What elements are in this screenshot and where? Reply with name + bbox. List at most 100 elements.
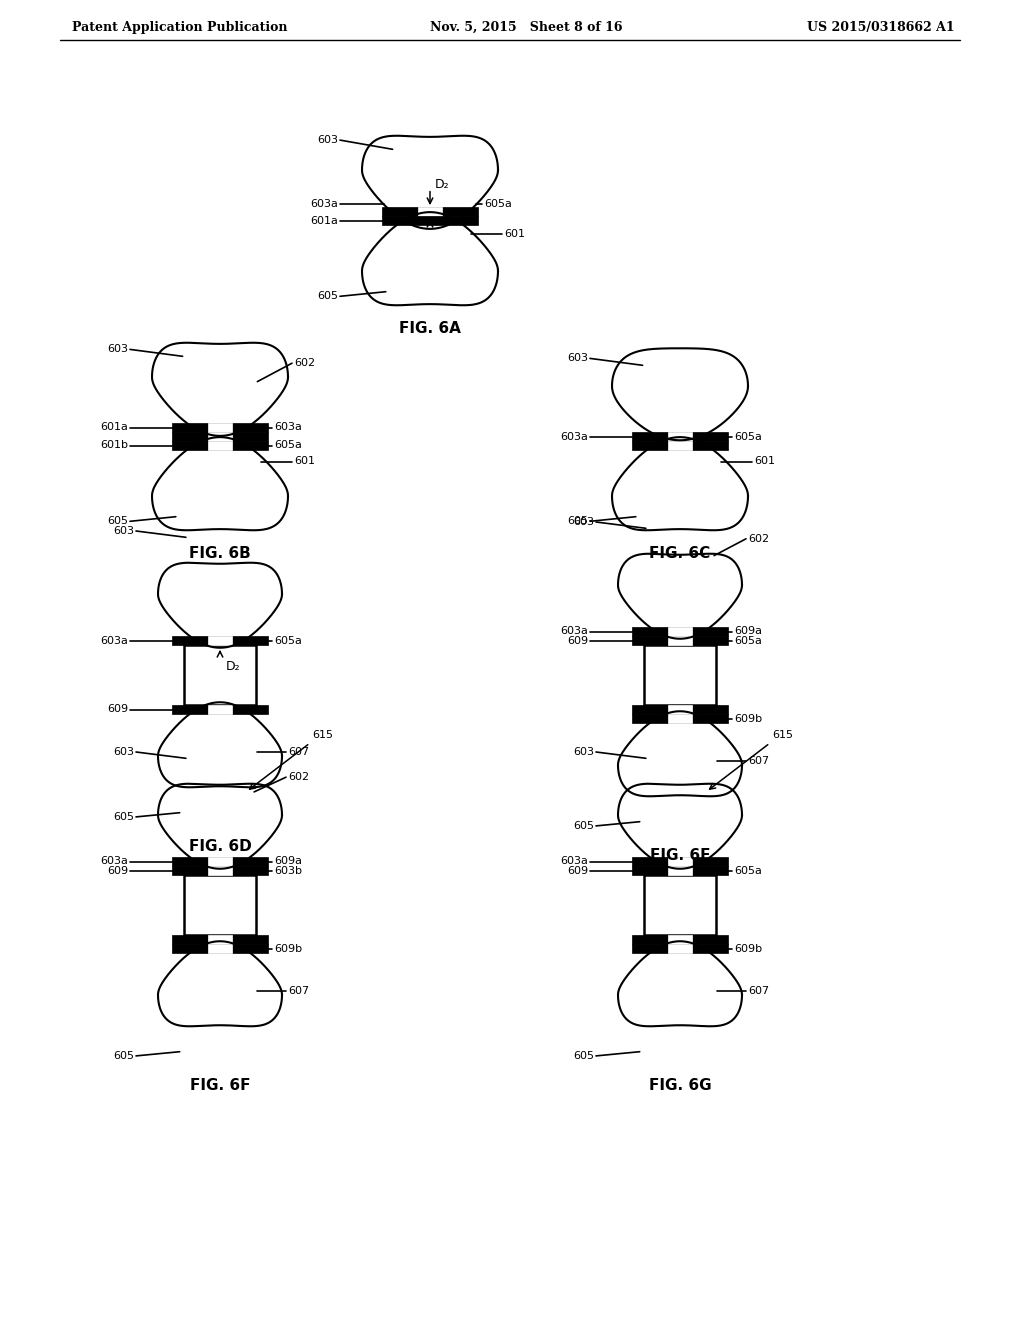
Text: 609b: 609b: [734, 714, 762, 723]
Text: 603a: 603a: [310, 199, 338, 209]
Bar: [632, 714, 728, 723]
Bar: [668, 627, 692, 636]
Text: 605a: 605a: [484, 199, 512, 209]
Bar: [632, 857, 728, 866]
Bar: [644, 645, 716, 705]
Text: D₂: D₂: [226, 660, 241, 672]
Text: 605: 605: [573, 821, 594, 830]
Text: 605: 605: [567, 516, 588, 527]
Text: FIG. 6D: FIG. 6D: [188, 838, 251, 854]
Bar: [208, 422, 232, 432]
Bar: [668, 935, 692, 944]
Bar: [172, 857, 268, 866]
Text: 601b: 601b: [100, 441, 128, 450]
Bar: [184, 875, 256, 935]
Text: 607: 607: [748, 756, 769, 766]
Bar: [172, 432, 268, 441]
Text: 605: 605: [317, 292, 338, 301]
Bar: [172, 866, 268, 875]
Text: 615: 615: [772, 730, 793, 741]
Text: 609a: 609a: [734, 627, 762, 636]
Text: 601: 601: [504, 230, 525, 239]
Bar: [208, 935, 232, 944]
Text: 605a: 605a: [734, 635, 762, 645]
Bar: [644, 875, 716, 935]
Text: 609a: 609a: [274, 857, 302, 866]
Text: FIG. 6B: FIG. 6B: [189, 546, 251, 561]
Text: 603a: 603a: [274, 422, 302, 433]
Text: 603: 603: [567, 354, 588, 363]
Bar: [668, 944, 692, 953]
Text: 609: 609: [567, 866, 588, 875]
Text: 607: 607: [288, 747, 309, 756]
Text: FIG. 6F: FIG. 6F: [189, 1078, 250, 1093]
Bar: [172, 422, 268, 432]
Bar: [632, 705, 728, 714]
Text: 603: 603: [573, 517, 594, 527]
Text: 609: 609: [106, 866, 128, 875]
Text: 609: 609: [106, 705, 128, 714]
Text: 603: 603: [113, 525, 134, 536]
Bar: [172, 441, 268, 450]
Bar: [632, 432, 728, 441]
Bar: [172, 944, 268, 953]
Bar: [632, 866, 728, 875]
Text: 602: 602: [748, 533, 769, 544]
Text: 603a: 603a: [100, 635, 128, 645]
Text: 601: 601: [754, 457, 775, 466]
Text: 605a: 605a: [274, 635, 302, 645]
Bar: [172, 636, 268, 645]
Text: Patent Application Publication: Patent Application Publication: [72, 21, 288, 33]
Bar: [632, 627, 728, 636]
Bar: [172, 935, 268, 944]
Text: FIG. 6G: FIG. 6G: [648, 1078, 712, 1093]
Bar: [208, 705, 232, 714]
Text: 609b: 609b: [734, 944, 762, 953]
Text: 603b: 603b: [274, 866, 302, 875]
Bar: [632, 944, 728, 953]
Bar: [418, 207, 442, 216]
Bar: [668, 441, 692, 450]
Bar: [208, 432, 232, 441]
Bar: [208, 866, 232, 875]
Text: 601a: 601a: [310, 215, 338, 226]
Bar: [632, 441, 728, 450]
Bar: [208, 944, 232, 953]
Text: 609b: 609b: [274, 944, 302, 953]
Bar: [172, 705, 268, 714]
Text: 605a: 605a: [734, 432, 762, 441]
Bar: [208, 636, 232, 645]
Bar: [668, 857, 692, 866]
Bar: [382, 216, 478, 224]
Text: 602: 602: [294, 358, 315, 368]
Bar: [208, 441, 232, 450]
Text: FIG. 6A: FIG. 6A: [399, 321, 461, 337]
Bar: [632, 636, 728, 645]
Text: FIG. 6C: FIG. 6C: [649, 546, 711, 561]
Bar: [668, 432, 692, 441]
Text: 607: 607: [288, 986, 309, 995]
Bar: [668, 705, 692, 714]
Bar: [668, 866, 692, 875]
Text: 607: 607: [748, 986, 769, 995]
Text: Nov. 5, 2015   Sheet 8 of 16: Nov. 5, 2015 Sheet 8 of 16: [430, 21, 623, 33]
Text: 603: 603: [317, 135, 338, 145]
Text: 605a: 605a: [734, 866, 762, 875]
Text: FIG. 6E: FIG. 6E: [650, 847, 711, 863]
Text: 605: 605: [113, 1051, 134, 1061]
Text: 609: 609: [567, 635, 588, 645]
Bar: [382, 207, 478, 216]
Text: 603a: 603a: [100, 857, 128, 866]
Text: 615: 615: [312, 730, 333, 741]
Text: 605: 605: [106, 516, 128, 527]
Bar: [632, 935, 728, 944]
Text: 603a: 603a: [560, 627, 588, 636]
Text: 602: 602: [288, 772, 309, 783]
Text: 601: 601: [294, 457, 315, 466]
Text: 605: 605: [113, 812, 134, 822]
Text: 603: 603: [113, 747, 134, 756]
Text: 603a: 603a: [560, 432, 588, 441]
Text: 601a: 601a: [100, 422, 128, 433]
Text: 605: 605: [573, 1051, 594, 1061]
Text: 603: 603: [106, 345, 128, 354]
